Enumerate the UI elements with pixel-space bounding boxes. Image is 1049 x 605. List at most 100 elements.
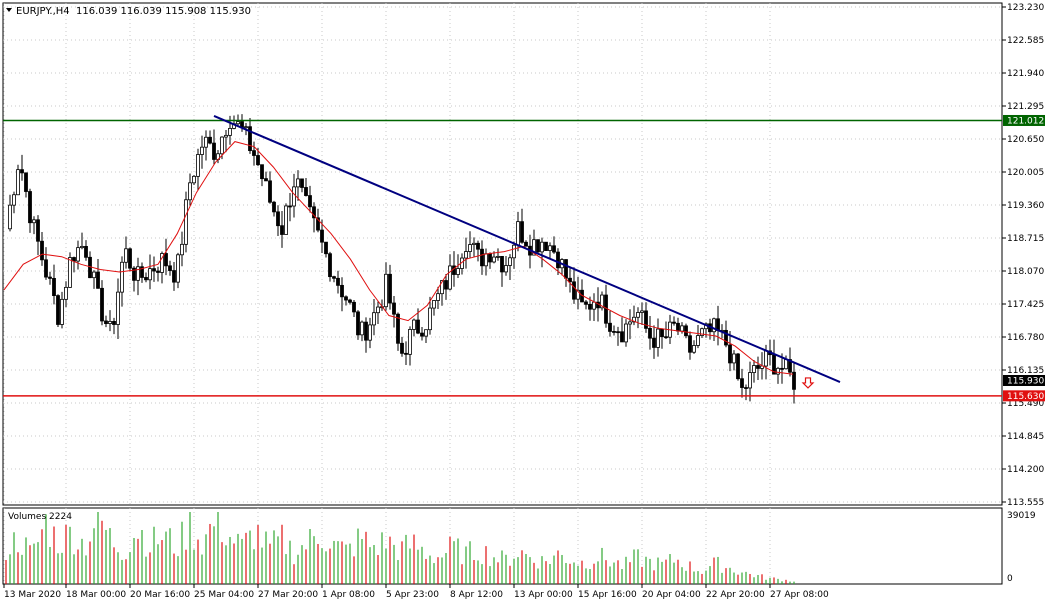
candle-body: [24, 172, 28, 192]
candle-body: [656, 328, 660, 348]
candle-body: [644, 310, 648, 329]
ohlc-label: 116.039 116.039 115.908 115.930: [76, 6, 251, 17]
candles: [8, 114, 796, 404]
candle-body: [488, 253, 492, 263]
time-tick-label: 20 Mar 16:00: [130, 590, 190, 600]
candle-body: [372, 312, 376, 326]
grid: [3, 3, 1002, 584]
candle-body: [392, 302, 396, 315]
candle-body: [480, 248, 484, 267]
candle-body: [400, 342, 404, 354]
candle-body: [476, 242, 480, 250]
candle-body: [556, 251, 560, 269]
candle-body: [28, 191, 32, 224]
candle-body: [440, 280, 444, 295]
candle-body: [564, 259, 568, 279]
candle-body: [208, 136, 212, 144]
candle-body: [728, 344, 732, 364]
candle-body: [568, 277, 572, 283]
sell-arrow-icon: [801, 377, 815, 389]
candle-body: [320, 229, 324, 243]
main-chart-panel[interactable]: [2, 2, 1003, 506]
candle-body: [552, 245, 556, 253]
candle-body: [756, 365, 760, 369]
candle-body: [212, 142, 216, 160]
candle-body: [512, 244, 516, 259]
candle-body: [72, 257, 76, 262]
support-price-tag: 115.630: [1003, 390, 1045, 402]
candle-body: [308, 195, 312, 208]
candle-body: [504, 265, 508, 273]
candle-body: [424, 329, 428, 337]
candle-body: [376, 306, 380, 314]
candle-body: [200, 146, 204, 155]
candle-body: [240, 121, 244, 128]
candle-body: [264, 178, 268, 182]
candle-body: [104, 320, 108, 324]
candle-body: [640, 310, 644, 313]
candle-body: [592, 301, 596, 310]
candle-body: [444, 280, 448, 290]
candle-body: [16, 169, 20, 196]
candle-body: [356, 311, 360, 336]
candle-body: [144, 277, 148, 281]
candle-body: [364, 321, 368, 341]
candle-body: [472, 242, 476, 245]
candle-body: [348, 299, 352, 303]
candle-body: [416, 319, 420, 334]
candle-body: [628, 321, 632, 325]
price-axis[interactable]: 123.230 122.585 121.940 121.295 120.650 120.0…: [1002, 3, 1044, 508]
candle-body: [660, 328, 664, 338]
symbol-label[interactable]: EURJPY.,H4: [16, 6, 70, 17]
price-tick-label: 114.200: [1007, 465, 1044, 475]
time-tick-label: 22 Apr 20:00: [706, 590, 765, 600]
candle-body: [696, 335, 700, 346]
candle-body: [384, 273, 388, 308]
candle-body: [764, 350, 768, 367]
time-axis[interactable]: 13 Mar 2020 18 Mar 00:00 20 Mar 16:00 25 Ma…: [3, 584, 829, 600]
candle-body: [600, 294, 604, 309]
candle-body: [388, 273, 392, 304]
candle-body: [276, 211, 280, 227]
candle-body: [180, 243, 184, 256]
symbol-dropdown-icon[interactable]: [6, 8, 12, 12]
candle-body: [296, 178, 300, 188]
support-price-label: 115.630: [1007, 392, 1044, 402]
candle-body: [712, 318, 716, 333]
candle-body: [688, 335, 692, 353]
candle-body: [136, 266, 140, 281]
candle-body: [140, 266, 144, 278]
candle-body: [192, 175, 196, 184]
candle-body: [112, 321, 116, 325]
candle-body: [152, 268, 156, 272]
candle-body: [492, 256, 496, 263]
candle-body: [340, 284, 344, 298]
candle-body: [620, 331, 624, 343]
candle-body: [520, 221, 524, 243]
candle-body: [204, 136, 208, 148]
candle-body: [220, 136, 224, 155]
candle-body: [632, 316, 636, 323]
candle-body: [292, 186, 296, 207]
candle-body: [8, 204, 12, 230]
candle-body: [344, 296, 348, 301]
candle-body: [732, 353, 736, 364]
time-tick-label: 27 Apr 08:00: [770, 590, 829, 600]
candle-body: [168, 265, 172, 271]
downtrend-line[interactable]: [213, 115, 841, 383]
candle-body: [248, 126, 252, 152]
candle-body: [184, 199, 188, 245]
candle-body: [436, 293, 440, 301]
candle-body: [740, 378, 744, 388]
candle-body: [20, 169, 24, 174]
candle-body: [120, 261, 124, 293]
volume-axis-bottom-label: 0: [1007, 574, 1013, 584]
candle-body: [312, 206, 316, 219]
candle-body: [608, 322, 612, 332]
candle-body: [680, 325, 684, 332]
candle-body: [432, 300, 436, 309]
candle-body: [84, 245, 88, 258]
resistance-price-tag: 121.012: [1003, 114, 1045, 126]
candle-body: [748, 372, 752, 389]
